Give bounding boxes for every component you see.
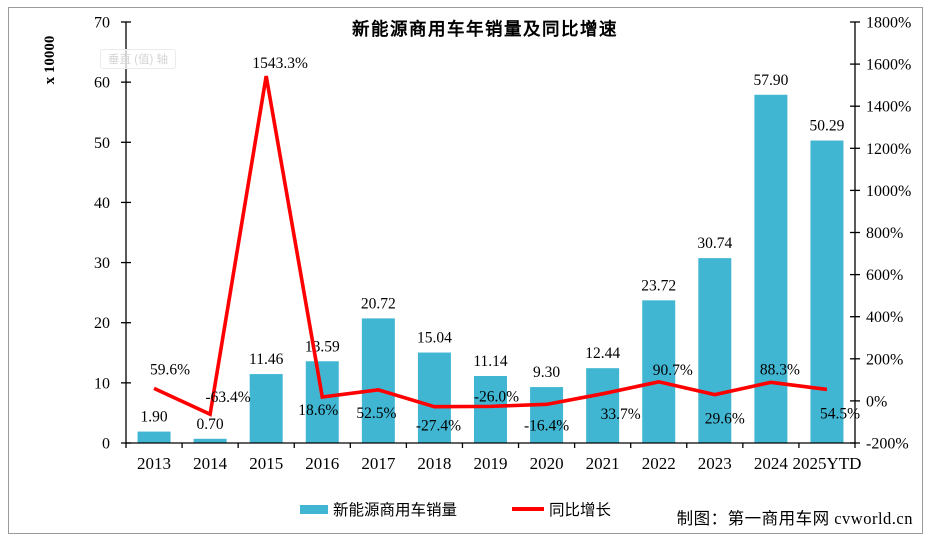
bar-value-label: 1.90 — [140, 409, 167, 426]
right-axis-tick-label: 1800% — [866, 15, 911, 32]
left-axis-tick-label: 30 — [94, 255, 110, 272]
right-axis-tick-label: 200% — [866, 351, 903, 368]
bar — [417, 352, 451, 443]
growth-value-label: 88.3% — [760, 361, 800, 378]
growth-value-label: 54.5% — [820, 405, 860, 422]
bar — [698, 258, 732, 443]
x-axis-category-label: 2022 — [642, 454, 676, 473]
right-axis-tick-label: 1600% — [866, 57, 911, 74]
x-axis-category-label: 2021 — [586, 454, 620, 473]
x-axis-category-label: 2013 — [137, 454, 171, 473]
legend-item-growth: 同比增长 — [512, 498, 611, 520]
bar — [361, 318, 395, 443]
x-axis-category-label: 2024 — [754, 454, 789, 473]
x-axis-category-label: 2020 — [530, 454, 564, 473]
chart-title: 新能源商用车年销量及同比增速 — [352, 19, 618, 39]
left-axis-title: x 10000 — [42, 36, 58, 85]
x-axis-category-label: 2016 — [305, 454, 339, 473]
bar-value-label: 57.90 — [753, 72, 788, 89]
legend-item-sales: 新能源商用车销量 — [300, 498, 457, 520]
bar-series-swatch-icon — [300, 504, 328, 514]
bar-value-label: 9.30 — [533, 364, 560, 381]
line-series-swatch-icon — [512, 507, 544, 511]
right-axis-tick-label: 1000% — [866, 183, 911, 200]
bar-value-label: 0.70 — [197, 416, 224, 433]
left-axis-tick-label: 50 — [94, 135, 110, 152]
right-axis-tick-label: 0% — [866, 393, 887, 410]
right-axis-tick-label: 400% — [866, 309, 903, 326]
credit-text: 制图：第一商用车网 cvworld.cn — [676, 509, 913, 528]
bar — [530, 387, 564, 443]
x-axis-category-label: 2015 — [249, 454, 283, 473]
bar-value-label: 15.04 — [417, 330, 452, 347]
value-axis-tooltip: 垂直 (值) 轴 — [100, 49, 177, 69]
growth-line — [153, 75, 828, 417]
bar — [249, 374, 283, 443]
bar-value-label: 12.44 — [585, 345, 620, 362]
x-axis-category-label: 2017 — [361, 454, 396, 473]
bar-value-label: 11.14 — [473, 353, 508, 370]
growth-value-label: 33.7% — [601, 406, 641, 423]
growth-value-label: -27.4% — [416, 418, 461, 435]
bar — [810, 140, 844, 443]
legend-growth-label: 同比增长 — [549, 502, 612, 519]
growth-value-label: -16.4% — [524, 417, 569, 434]
bar-value-label: 13.59 — [305, 338, 340, 355]
right-axis-tick-label: 800% — [866, 225, 903, 242]
left-axis-tick-label: 70 — [94, 15, 110, 32]
left-axis-tick-label: 10 — [94, 375, 110, 392]
left-axis-tick-label: 0 — [102, 436, 110, 453]
bar-value-label: 20.72 — [361, 295, 396, 312]
bar-value-label: 11.46 — [249, 351, 284, 368]
left-axis-tick-label: 60 — [94, 75, 110, 92]
growth-value-label: 18.6% — [298, 402, 338, 419]
bar — [642, 300, 676, 443]
growth-value-label: 1543.3% — [252, 55, 308, 72]
right-axis-tick-label: -200% — [866, 436, 909, 453]
x-axis-category-label: 2023 — [698, 454, 732, 473]
bar — [137, 431, 171, 443]
right-axis-tick-label: 600% — [866, 267, 903, 284]
x-axis-category-label: 2014 — [193, 454, 228, 473]
x-axis-category-label: 2018 — [417, 454, 451, 473]
growth-value-label: 90.7% — [653, 362, 693, 379]
x-axis-category-label: 2025YTD — [792, 454, 861, 473]
legend-sales-label: 新能源商用车销量 — [333, 502, 458, 519]
bar-value-label: 50.29 — [810, 118, 845, 135]
bar — [754, 94, 788, 443]
bar — [586, 368, 620, 443]
x-axis-category-label: 2019 — [474, 454, 508, 473]
left-axis-tick-label: 20 — [94, 315, 110, 332]
growth-value-label: 52.5% — [356, 405, 396, 422]
growth-value-label: 59.6% — [150, 361, 190, 378]
bar — [474, 376, 507, 443]
left-axis-tick-label: 40 — [94, 195, 110, 212]
bar — [193, 438, 227, 443]
growth-value-label: 29.6% — [705, 411, 745, 428]
bar-value-label: 30.74 — [697, 235, 732, 252]
right-axis-tick-label: 1400% — [866, 99, 911, 116]
right-axis-tick-label: 1200% — [866, 141, 911, 158]
growth-value-label: -26.0% — [474, 388, 519, 405]
growth-value-label: -63.4% — [206, 389, 251, 406]
bar-value-label: 23.72 — [641, 277, 676, 294]
bar — [305, 361, 339, 443]
